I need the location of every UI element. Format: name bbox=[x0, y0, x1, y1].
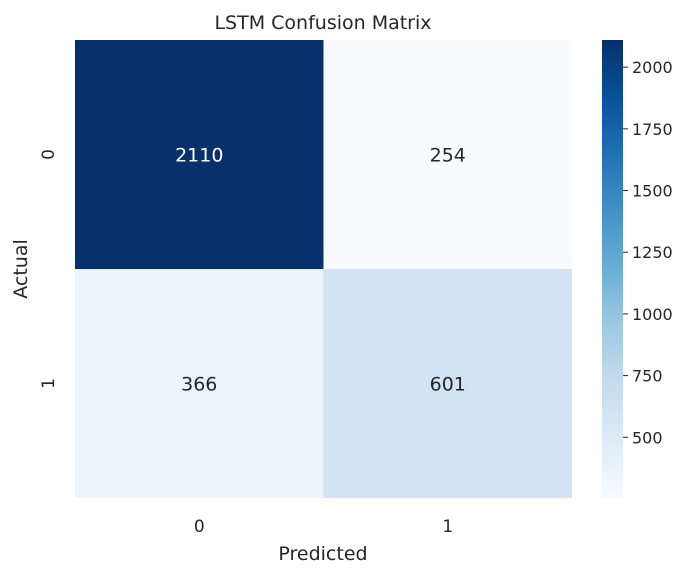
heatmap-cell-r0-c0 bbox=[75, 40, 324, 269]
cell-value-label-r0-c1: 254 bbox=[430, 145, 466, 167]
colorbar-tick-label-1750: 1750 bbox=[632, 120, 673, 139]
heatmap-cell-r1-c1 bbox=[323, 269, 572, 498]
heatmap-cell-r1-c0 bbox=[75, 269, 324, 498]
colorbar-tick-label-2000: 2000 bbox=[632, 58, 673, 77]
y-tick-labels: 01 bbox=[39, 149, 59, 389]
cell-value-label-r0-c0: 2110 bbox=[175, 145, 223, 167]
colorbar-tick-label-1250: 1250 bbox=[632, 243, 673, 262]
y-tick-label-0: 0 bbox=[39, 149, 59, 160]
colorbar-ticks: 500 750 1000 1250 1500 1750 2000 bbox=[623, 58, 673, 447]
chart-title: LSTM Confusion Matrix bbox=[214, 12, 431, 34]
x-tick-label-0: 0 bbox=[194, 517, 205, 537]
colorbar bbox=[602, 40, 623, 498]
colorbar-tick-label-1500: 1500 bbox=[632, 182, 673, 201]
colorbar-tick-label-1000: 1000 bbox=[632, 305, 673, 324]
x-tick-label-1: 1 bbox=[442, 517, 453, 537]
heatmap-cells: 2110 254 366 601 bbox=[75, 40, 572, 498]
cell-value-label-r1-c1: 601 bbox=[430, 374, 466, 396]
colorbar-tick-label-500: 500 bbox=[632, 428, 663, 447]
y-axis-label: Actual bbox=[10, 239, 32, 299]
y-tick-label-1: 1 bbox=[39, 378, 59, 389]
cell-value-label-r1-c0: 366 bbox=[181, 374, 217, 396]
colorbar-tick-label-750: 750 bbox=[632, 367, 663, 386]
x-axis-label: Predicted bbox=[278, 543, 367, 565]
heatmap-cell-r0-c1 bbox=[323, 40, 572, 269]
